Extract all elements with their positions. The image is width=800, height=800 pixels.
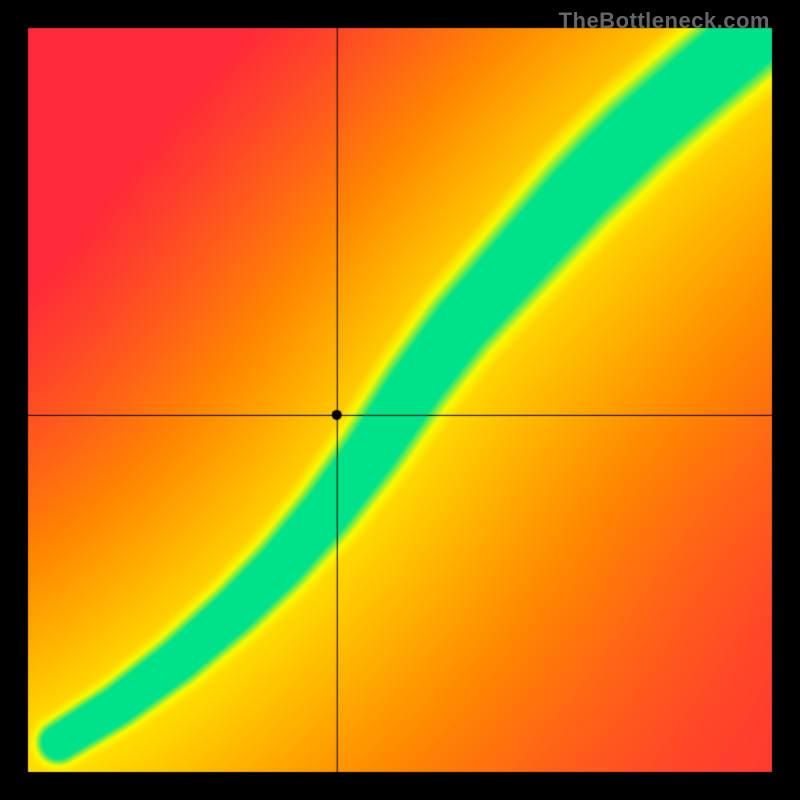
chart-container: TheBottleneck.com xyxy=(0,0,800,800)
heatmap-canvas xyxy=(0,0,800,800)
watermark-text: TheBottleneck.com xyxy=(559,8,770,34)
